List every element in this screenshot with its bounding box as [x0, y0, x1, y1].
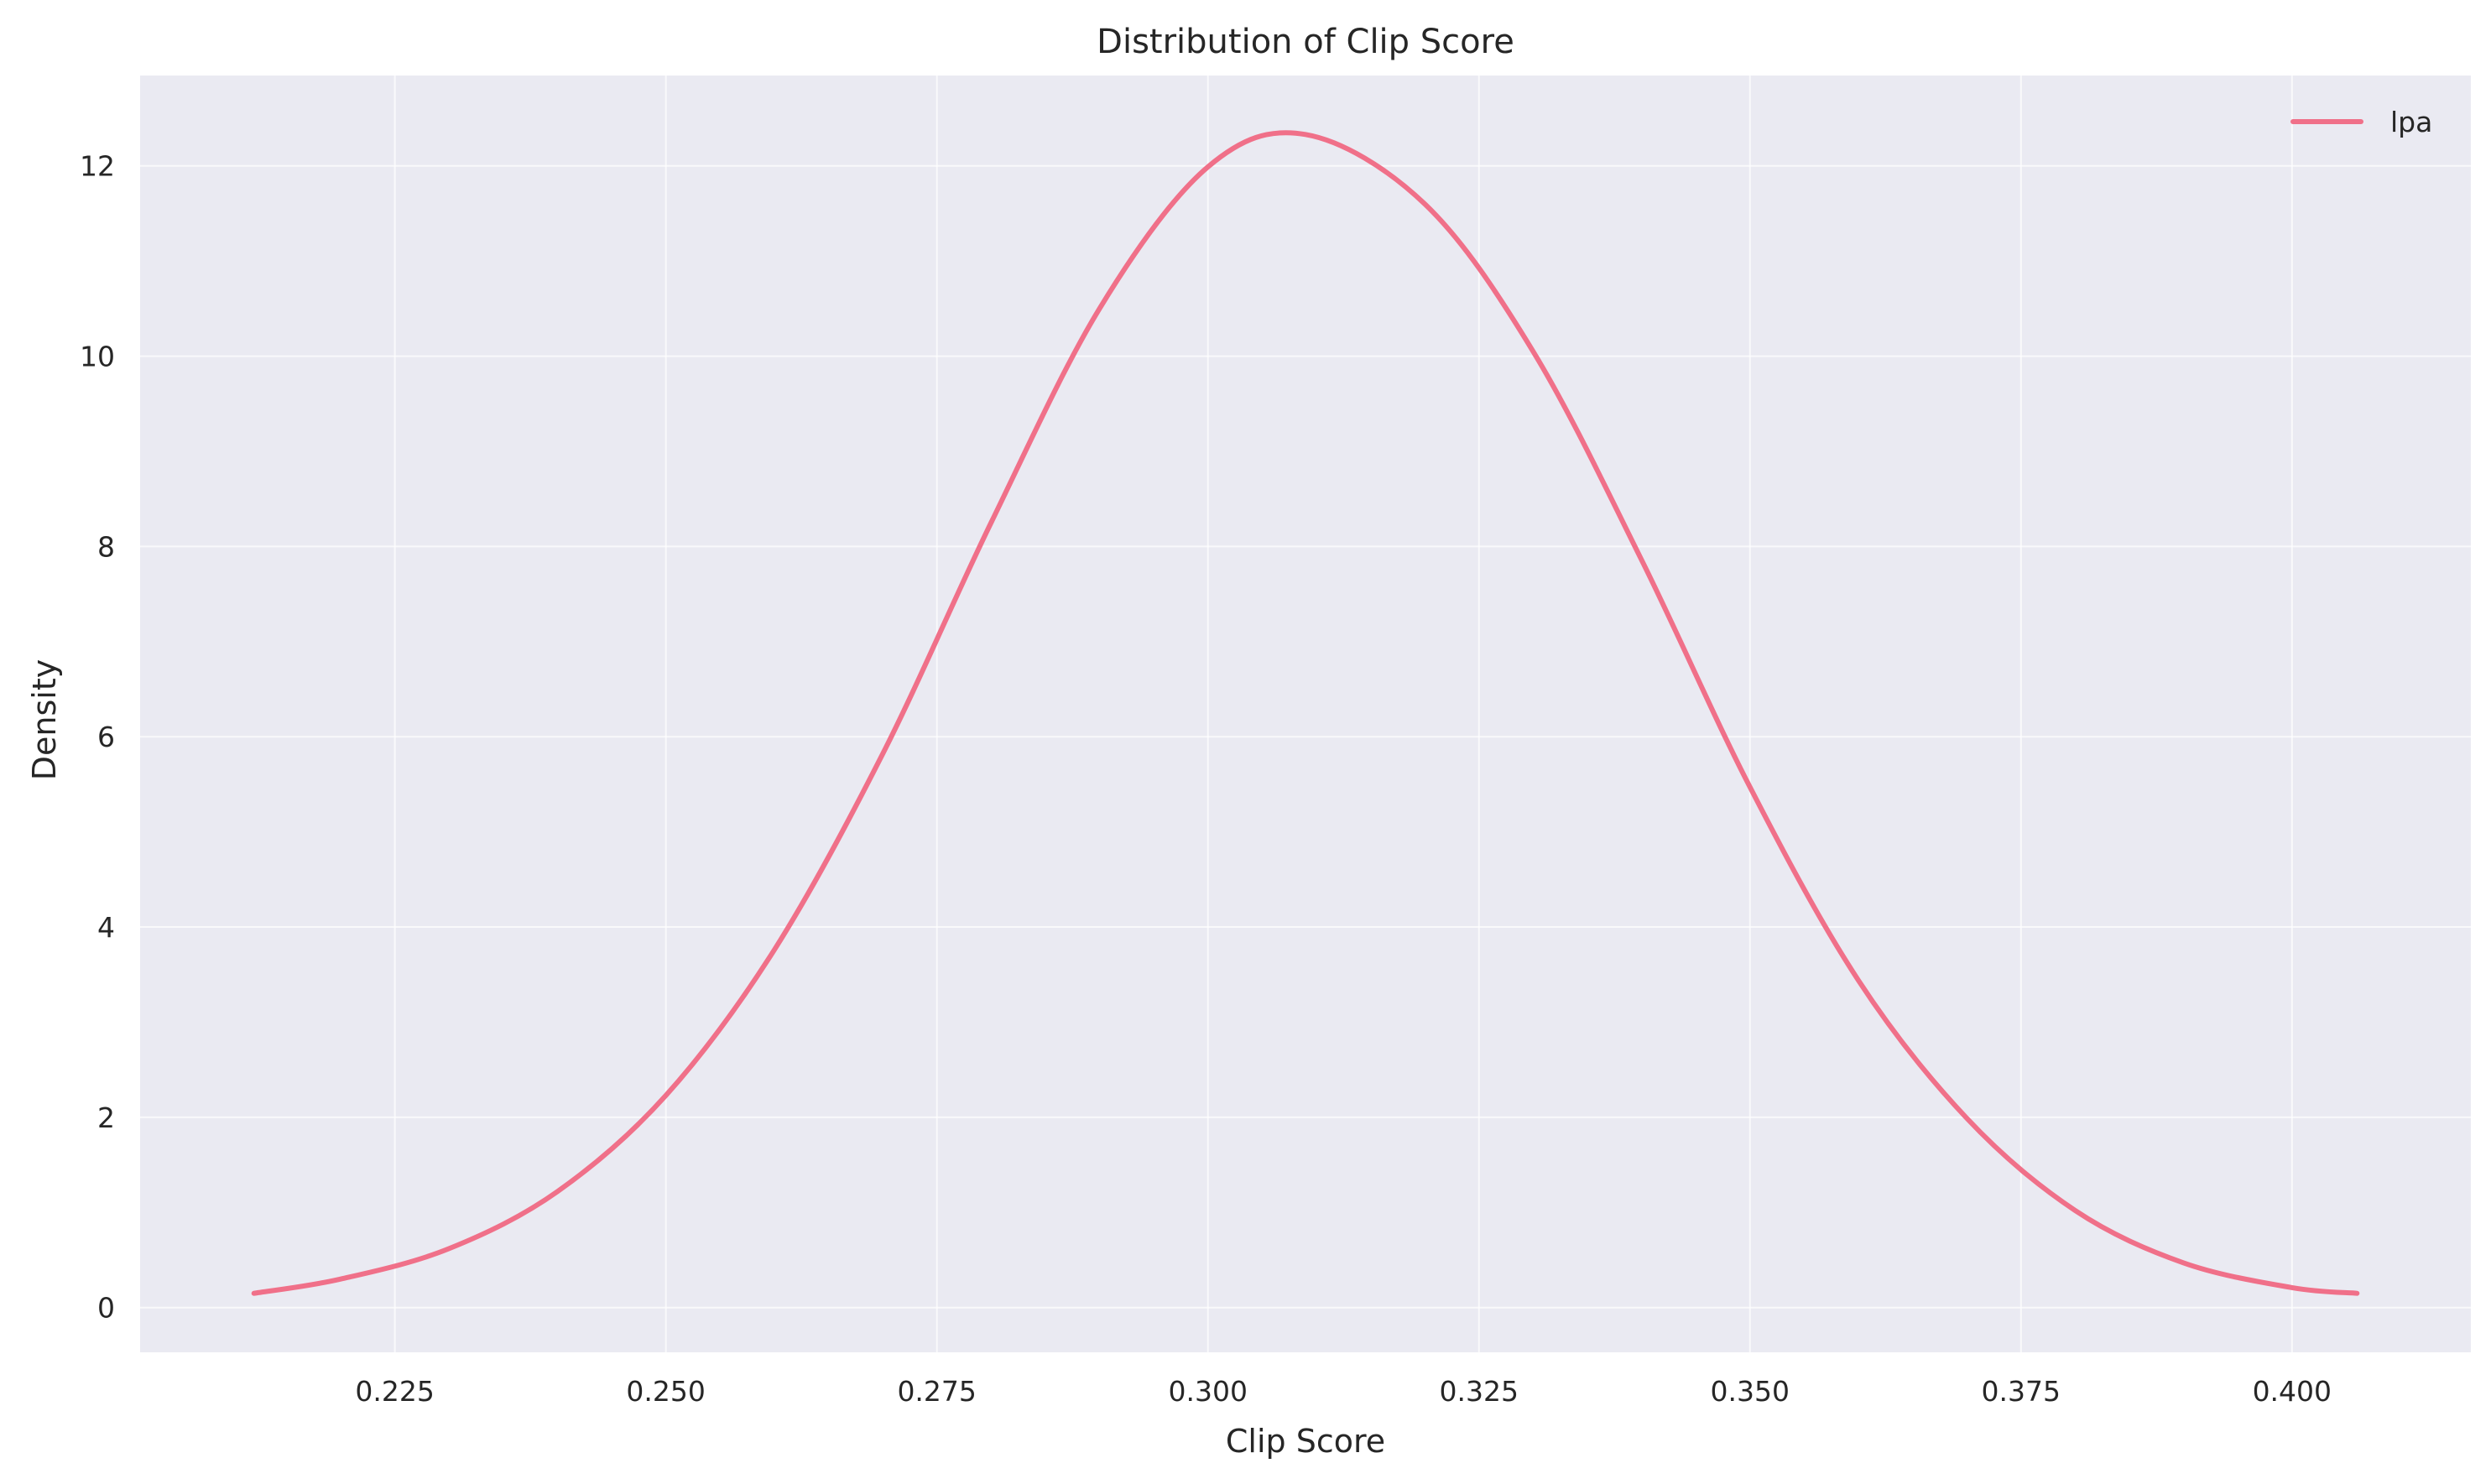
y-tick-label: 8 — [97, 530, 115, 563]
chart-title: Distribution of Clip Score — [1097, 23, 1514, 61]
y-grid — [140, 164, 2471, 1309]
y-tick-label: 10 — [80, 341, 115, 373]
x-tick-label: 0.350 — [1711, 1375, 1790, 1408]
y-tick-labels: 0 2 4 6 8 10 12 — [80, 150, 115, 1325]
x-tick-label: 0.275 — [897, 1375, 976, 1408]
x-tick-label: 0.225 — [355, 1375, 434, 1408]
legend-label-lpa: lpa — [2390, 106, 2432, 138]
y-tick-label: 2 — [97, 1101, 115, 1134]
x-axis-label: Clip Score — [1226, 1423, 1385, 1460]
x-tick-label: 0.250 — [626, 1375, 705, 1408]
x-tick-label: 0.300 — [1168, 1375, 1247, 1408]
y-tick-label: 4 — [97, 911, 115, 944]
x-grid — [393, 76, 2293, 1352]
y-tick-label: 12 — [80, 150, 115, 183]
series-line-lpa — [251, 130, 2360, 1296]
x-tick-label: 0.375 — [1982, 1375, 2061, 1408]
y-tick-label: 6 — [97, 721, 115, 753]
y-axis-label: Density — [26, 659, 63, 780]
legend: lpa — [2290, 106, 2432, 138]
plot-area — [140, 76, 2471, 1352]
x-tick-label: 0.400 — [2253, 1375, 2332, 1408]
x-tick-label: 0.325 — [1439, 1375, 1518, 1408]
y-tick-label: 0 — [97, 1292, 115, 1325]
x-tick-labels: 0.225 0.250 0.275 0.300 0.325 0.350 0.375 0.400 — [355, 1375, 2332, 1408]
